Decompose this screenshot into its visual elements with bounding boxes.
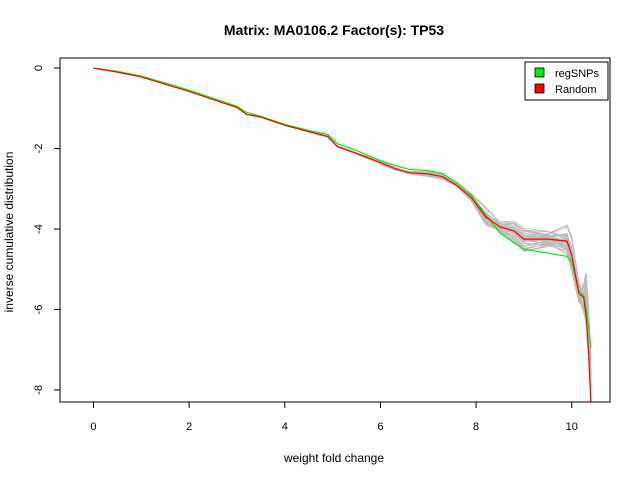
background-curve: [93, 67, 592, 360]
background-curve: [93, 67, 592, 365]
background-curve: [93, 67, 592, 376]
y-tick-label: -6: [33, 305, 45, 315]
background-curve: [93, 67, 592, 389]
legend-label-regsnps: regSNPs: [555, 68, 600, 80]
x-tick-label: 2: [186, 421, 192, 433]
background-curve: [93, 67, 592, 388]
background-curve: [93, 67, 592, 371]
legend: regSNPs Random: [524, 61, 609, 101]
legend-swatch-random: [534, 83, 545, 94]
random-background-curves: [93, 67, 592, 403]
x-tick-label: 4: [282, 421, 288, 433]
plot-frame: [59, 57, 611, 403]
background-curve: [93, 67, 592, 372]
background-curve: [93, 67, 592, 372]
background-curve: [93, 67, 592, 402]
x-tick-label: 6: [377, 421, 383, 433]
background-curve: [93, 67, 592, 375]
x-tick-label: 8: [473, 421, 479, 433]
x-axis: 0 2 4 6 8 10: [90, 401, 578, 433]
series-line-regsnps: [93, 67, 592, 348]
background-curve: [93, 67, 592, 389]
y-tick-label: -4: [33, 224, 45, 234]
background-curve: [93, 67, 592, 360]
series-line-random: [93, 67, 592, 403]
series-lines: [93, 67, 592, 403]
background-curve: [93, 67, 592, 383]
background-curve: [93, 67, 592, 380]
legend-label-random: Random: [555, 84, 597, 96]
background-curve: [93, 67, 592, 361]
y-axis: 0 -2 -4 -6 -8: [33, 65, 61, 395]
x-tick-label: 10: [566, 421, 578, 433]
y-tick-label: -8: [33, 385, 45, 395]
background-curve: [93, 67, 592, 376]
x-tick-label: 0: [90, 421, 96, 433]
background-curve: [93, 67, 592, 386]
chart-title: Matrix: MA0106.2 Factor(s): TP53: [224, 22, 444, 38]
y-axis-label: inverse cumulative distribution: [2, 152, 16, 313]
background-curve: [93, 67, 592, 375]
legend-swatch-regsnps: [534, 67, 545, 78]
y-tick-label: -2: [33, 144, 45, 154]
background-curve: [93, 67, 592, 362]
x-axis-label: weight fold change: [283, 451, 384, 465]
background-curve: [93, 67, 592, 388]
y-tick-label: 0: [33, 65, 45, 71]
